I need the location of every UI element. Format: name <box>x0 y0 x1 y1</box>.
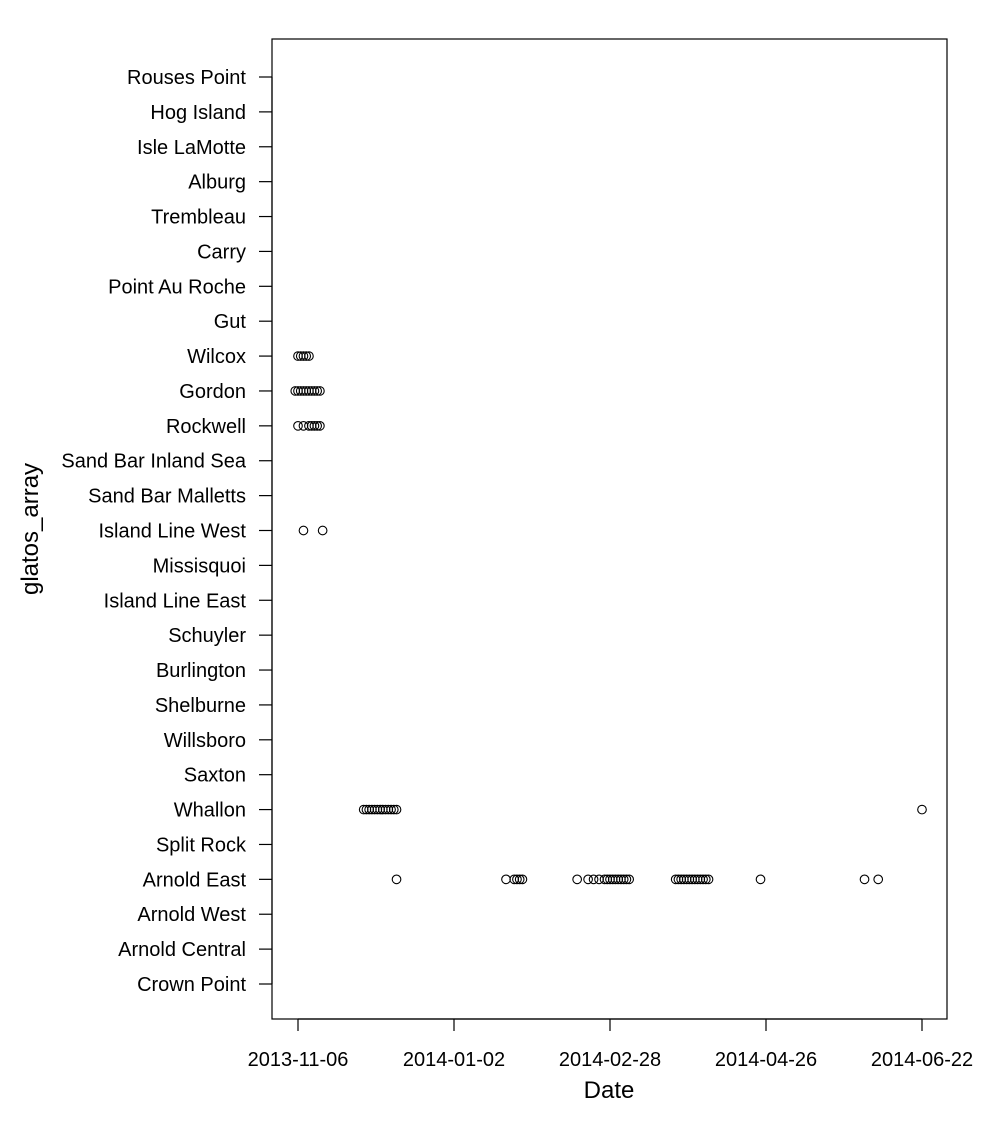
data-point <box>624 874 635 885</box>
y-tick-label: Alburg <box>188 172 246 194</box>
x-tick-label: 2014-06-22 <box>871 1049 973 1071</box>
x-axis: 2013-11-06 2014-01-02 2014-02-28 2014-04-26… <box>248 1018 973 1071</box>
data-point <box>703 874 714 885</box>
y-tick-label: Whallon <box>174 800 246 822</box>
data-point <box>859 874 870 885</box>
data-points <box>290 351 927 885</box>
data-point <box>298 525 309 536</box>
data-point <box>873 874 884 885</box>
data-point <box>755 874 766 885</box>
y-tick-label: Point Au Roche <box>108 276 246 298</box>
data-point <box>514 874 525 885</box>
y-tick-label: Burlington <box>156 660 246 682</box>
y-tick-label: Rouses Point <box>127 67 246 89</box>
data-point <box>309 386 320 396</box>
y-tick-label: Gut <box>214 311 247 333</box>
y-tick-label: Isle LaMotte <box>137 137 246 159</box>
y-tick-label: Schuyler <box>168 625 246 647</box>
data-point <box>315 386 325 396</box>
y-tick-label: Shelburne <box>155 695 246 717</box>
data-point <box>917 804 927 815</box>
data-point <box>698 874 708 885</box>
y-tick-label: Island Line West <box>99 521 247 543</box>
y-tick-label: Carry <box>197 241 246 263</box>
data-point <box>583 874 593 885</box>
y-tick-label: Willsboro <box>164 730 246 752</box>
data-point <box>391 804 402 815</box>
plot-frame <box>271 38 948 1020</box>
y-tick-label: Hog Island <box>150 102 246 124</box>
y-tick-label: Sand Bar Malletts <box>88 486 246 508</box>
x-tick-label: 2014-02-28 <box>559 1049 661 1071</box>
y-tick-label: Rockwell <box>166 416 246 438</box>
x-tick-label: 2014-01-02 <box>403 1049 505 1071</box>
x-tick-label: 2013-11-06 <box>248 1049 349 1071</box>
y-tick-label: Saxton <box>184 765 246 787</box>
data-point <box>309 420 320 431</box>
x-axis-title: Date <box>584 1077 635 1104</box>
data-point <box>618 874 629 885</box>
data-point <box>391 874 402 885</box>
y-tick-label: Split Rock <box>156 834 247 856</box>
data-point <box>301 351 312 361</box>
y-tick-label: Trembleau <box>151 207 246 229</box>
data-point <box>312 420 323 431</box>
y-tick-label: Island Line East <box>104 590 247 612</box>
y-tick-label: Sand Bar Inland Sea <box>61 451 246 473</box>
y-tick-label: Missisquoi <box>153 555 246 577</box>
y-tick-label: Gordon <box>179 381 246 403</box>
data-point <box>312 386 323 396</box>
data-point <box>293 420 303 431</box>
data-point <box>317 525 328 536</box>
data-point <box>588 874 599 885</box>
data-point <box>304 351 314 361</box>
data-point <box>388 804 399 815</box>
data-point <box>700 874 711 885</box>
y-tick-label: Arnold Central <box>118 939 246 961</box>
data-point <box>517 874 528 885</box>
data-point <box>501 874 511 885</box>
data-point <box>512 874 522 885</box>
y-tick-label: Arnold East <box>143 869 247 891</box>
y-tick-label: Wilcox <box>187 346 246 368</box>
data-point <box>315 420 325 431</box>
y-tick-label: Arnold West <box>137 904 246 926</box>
data-point <box>386 804 396 815</box>
data-point <box>621 874 632 885</box>
x-tick-label: 2014-04-26 <box>715 1049 817 1071</box>
data-point <box>572 874 583 885</box>
y-axis: Crown Point Arnold Central Arnold West Arno… <box>61 67 273 996</box>
y-axis-title: glatos_array <box>17 463 44 595</box>
data-point <box>298 351 309 361</box>
y-tick-label: Crown Point <box>137 974 246 996</box>
